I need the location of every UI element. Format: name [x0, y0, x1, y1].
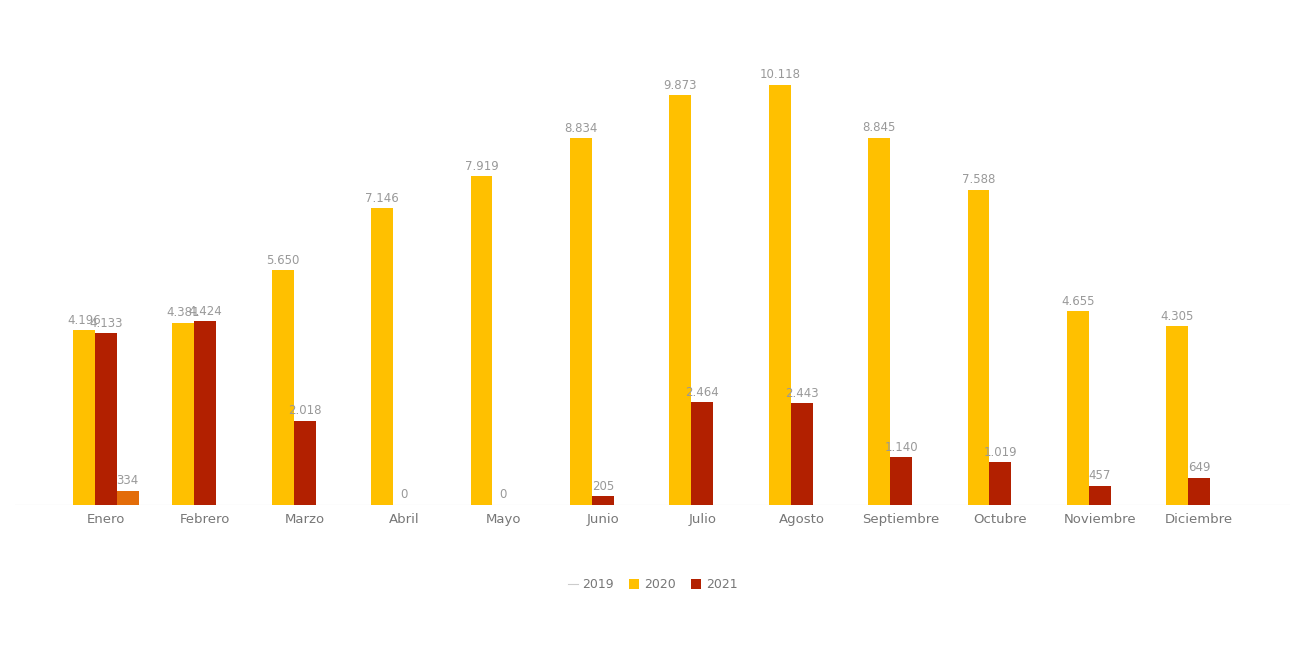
Bar: [791, 403, 813, 505]
Text: 9.873: 9.873: [663, 78, 697, 91]
Bar: [271, 270, 294, 505]
Text: 7.588: 7.588: [962, 174, 996, 186]
Text: 8.845: 8.845: [863, 121, 895, 135]
Text: 1.019: 1.019: [984, 446, 1017, 459]
Bar: [1189, 477, 1210, 505]
Bar: [669, 95, 692, 505]
Bar: [172, 323, 194, 505]
Bar: [570, 138, 592, 505]
Bar: [890, 457, 912, 505]
Bar: [471, 176, 492, 505]
Bar: [692, 402, 713, 505]
Text: 7.919: 7.919: [465, 160, 499, 172]
Bar: [989, 462, 1011, 505]
Text: 2.464: 2.464: [685, 386, 719, 399]
Bar: [1088, 486, 1111, 505]
Bar: [1067, 311, 1088, 505]
Text: 10.118: 10.118: [760, 69, 800, 82]
Text: 1.140: 1.140: [885, 441, 917, 454]
Bar: [967, 190, 989, 505]
Legend: 2019, 2020, 2021: 2019, 2020, 2021: [562, 573, 743, 596]
Text: 4.655: 4.655: [1061, 295, 1095, 308]
Text: 5.650: 5.650: [266, 254, 299, 267]
Bar: [294, 421, 316, 505]
Text: 4.133: 4.133: [89, 317, 123, 330]
Text: 649: 649: [1188, 461, 1211, 474]
Bar: [371, 208, 393, 505]
Bar: [868, 138, 890, 505]
Text: 4.424: 4.424: [188, 305, 222, 317]
Bar: [1167, 326, 1189, 505]
Text: 457: 457: [1088, 470, 1111, 482]
Text: 2.018: 2.018: [288, 404, 321, 417]
Text: 334: 334: [116, 474, 138, 487]
Text: 0: 0: [401, 488, 407, 502]
Bar: [592, 496, 613, 505]
Bar: [116, 490, 138, 505]
Text: 8.834: 8.834: [564, 121, 598, 135]
Bar: [73, 330, 95, 505]
Bar: [769, 85, 791, 505]
Text: 4.381: 4.381: [167, 306, 200, 319]
Text: 2.443: 2.443: [784, 387, 818, 400]
Bar: [194, 321, 217, 505]
Text: 205: 205: [591, 480, 613, 492]
Text: 0: 0: [500, 488, 508, 502]
Bar: [95, 333, 116, 505]
Text: 4.196: 4.196: [67, 314, 100, 327]
Text: 7.146: 7.146: [365, 192, 399, 205]
Text: 4.305: 4.305: [1160, 310, 1194, 323]
